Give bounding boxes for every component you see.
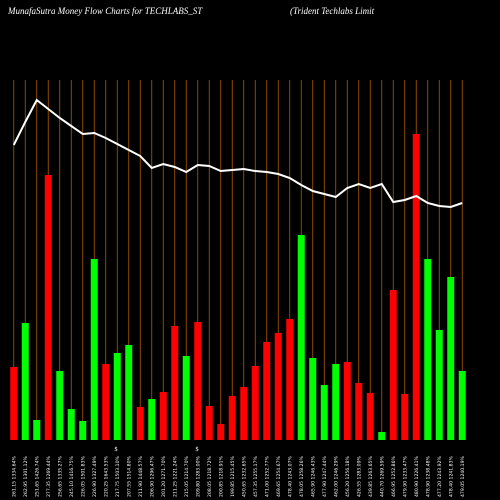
x-tick-label: 440.70 1269.59% xyxy=(379,455,385,497)
x-tick-label: 220.25 1643.53% xyxy=(103,455,109,497)
bar xyxy=(286,319,294,440)
x-tick-label: 262.95 1301.12% xyxy=(23,455,29,497)
x-tick-label: 211.25 1221.24% xyxy=(172,455,178,497)
x-tick-label: 466.95 1252.86% xyxy=(391,455,397,497)
x-tick-label: 462.00 1246.29% xyxy=(333,455,339,497)
x-tick-label: 208.05 1218.72% xyxy=(207,455,213,497)
x-tick-label: 199.85 1215.45% xyxy=(230,455,236,497)
bar xyxy=(10,367,18,440)
x-tick-label: 277.35 1269.44% xyxy=(46,455,52,497)
x-tick-label: 456.20 1256.18% xyxy=(345,455,351,497)
x-tick-label: 477.20 1243.92% xyxy=(437,455,443,497)
x-tick-label: 256.65 1335.27% xyxy=(57,455,63,497)
bar xyxy=(366,393,374,440)
x-tick-label: 469.65 1254.67% xyxy=(276,455,282,497)
bar xyxy=(389,290,397,440)
x-tick-label: 457.35 1255.17% xyxy=(253,455,259,497)
bar xyxy=(240,387,248,440)
x-tick-label: 471.00 1252.77% xyxy=(264,455,270,497)
bar xyxy=(148,399,156,440)
bar xyxy=(435,330,443,440)
x-tick-label: 226.90 1327.49% xyxy=(92,455,98,497)
x-tick-label: 261.15 1334.64% xyxy=(11,455,17,497)
bar xyxy=(113,353,121,440)
x-tick-label: 206.90 1296.47% xyxy=(149,455,155,497)
chart-title: MunafaSutra Money Flow Charts for TECHLA… xyxy=(7,6,203,16)
x-tick-label: 211.90 1448.57% xyxy=(138,455,144,497)
bar xyxy=(309,358,317,440)
bar xyxy=(194,322,202,440)
x-tick-label: 478.05 1258.26% xyxy=(299,455,305,497)
bar xyxy=(205,406,213,440)
x-tick-label: 465.90 1246.43% xyxy=(310,455,316,497)
bar xyxy=(79,421,87,440)
bar xyxy=(136,407,144,440)
bar xyxy=(171,326,179,440)
bar xyxy=(217,424,225,440)
bar xyxy=(228,396,236,440)
bar xyxy=(263,342,271,440)
annotation: $ xyxy=(115,446,118,453)
bar xyxy=(424,259,432,440)
bar xyxy=(274,333,282,440)
x-tick-label: 215.05 1214.70% xyxy=(184,455,190,497)
x-tick-label: 226.05 1501.83% xyxy=(80,455,86,497)
bar xyxy=(159,392,167,440)
x-tick-label: 245.10 1416.75% xyxy=(69,455,75,497)
x-tick-label: 480.90 1226.41% xyxy=(414,455,420,497)
chart-subtitle: (Trident Techlabs Limit xyxy=(290,6,375,16)
x-tick-label: 426.55 1283.09% xyxy=(356,455,362,497)
bar xyxy=(343,362,351,440)
x-tick-label: 477.90 1247.44% xyxy=(322,455,328,497)
bar xyxy=(21,323,29,440)
bar xyxy=(378,432,386,440)
bar xyxy=(412,134,420,440)
x-tick-label: 450.65 1232.65% xyxy=(241,455,247,497)
x-tick-label: 207.55 1514.80% xyxy=(126,455,132,497)
bar xyxy=(182,356,190,440)
annotation: $ xyxy=(196,446,199,453)
x-tick-label: 478.40 1241.83% xyxy=(448,455,454,497)
x-tick-label: 201.20 1271.70% xyxy=(161,455,167,497)
bar xyxy=(355,383,363,440)
x-tick-label: 209.80 1283.00% xyxy=(195,455,201,497)
bar xyxy=(458,371,466,440)
x-tick-label: 251.65 1426.74% xyxy=(34,455,40,497)
x-tick-label: 478.40 1243.07% xyxy=(287,455,293,497)
bar xyxy=(447,277,455,440)
bar xyxy=(56,371,64,440)
x-tick-label: 217.75 1503.10% xyxy=(115,455,121,497)
bar xyxy=(401,394,409,440)
bar xyxy=(33,420,41,440)
bar xyxy=(297,235,305,440)
bar xyxy=(251,366,259,440)
bar xyxy=(125,345,133,440)
x-tick-label: 479.05 1240.19% xyxy=(460,455,466,497)
bar xyxy=(67,409,75,440)
x-tick-label: 478.90 1238.48% xyxy=(425,455,431,497)
x-tick-label: 479.90 1233.47% xyxy=(402,455,408,497)
x-tick-label: 200.85 1218.91% xyxy=(218,455,224,497)
bar xyxy=(332,364,340,440)
bar xyxy=(44,175,52,440)
bar xyxy=(102,364,110,440)
bar xyxy=(90,259,98,440)
bar xyxy=(320,385,328,440)
money-flow-line xyxy=(12,98,463,209)
x-tick-label: 439.85 1263.65% xyxy=(368,455,374,497)
